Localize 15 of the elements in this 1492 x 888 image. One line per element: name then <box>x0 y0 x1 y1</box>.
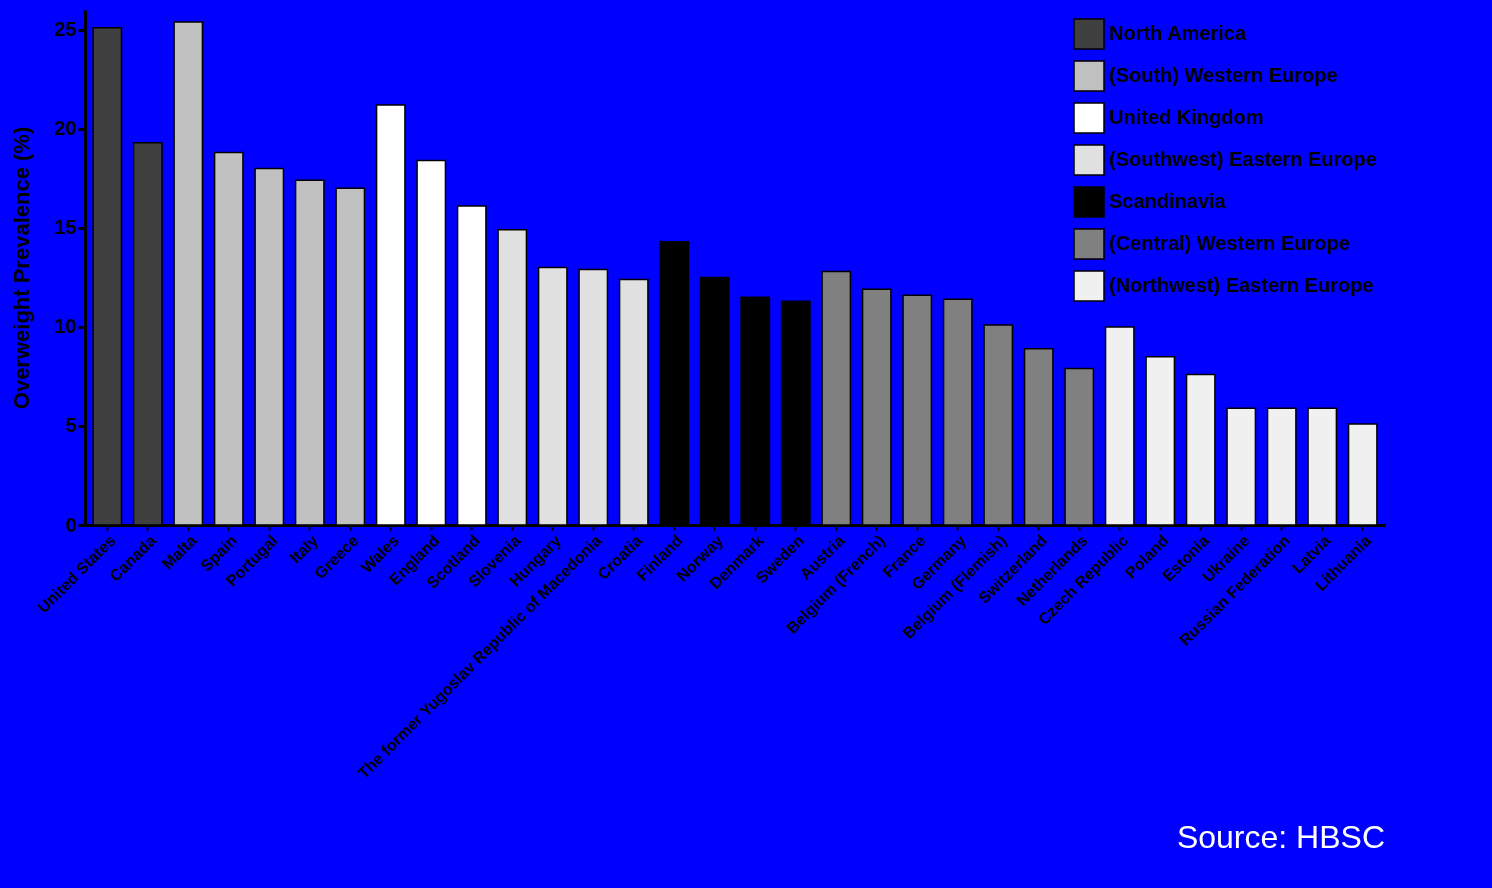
y-tick-label: 20 <box>54 117 77 140</box>
y-tick-label: 15 <box>54 216 77 239</box>
legend-label: (Northwest) Eastern Europe <box>1109 274 1374 296</box>
legend-label: United Kingdom <box>1109 106 1264 128</box>
y-tick-label: 0 <box>65 513 77 536</box>
legend-label: (South) Western Europe <box>1109 64 1338 86</box>
source-note: Source: HBSC <box>1176 819 1385 855</box>
legend-label: Scandinavia <box>1109 190 1227 212</box>
y-tick-label: 5 <box>65 414 77 437</box>
legend-label: (Southwest) Eastern Europe <box>1109 148 1377 170</box>
legend-label: (Central) Western Europe <box>1109 232 1350 254</box>
legend-label: North America <box>1109 22 1247 44</box>
y-tick-label: 25 <box>54 18 77 41</box>
y-axis-title: Overweight Prevalence (%) <box>9 126 35 410</box>
y-tick-label: 10 <box>54 315 77 338</box>
